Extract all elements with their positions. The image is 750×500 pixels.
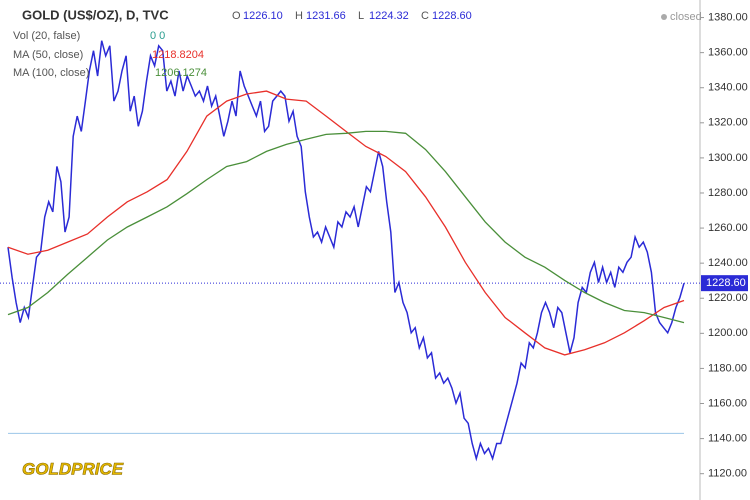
y-tick-label: 1320.00 bbox=[708, 117, 748, 129]
status: closed bbox=[670, 11, 702, 23]
series-line bbox=[7, 130, 685, 324]
series-line bbox=[7, 90, 685, 356]
logo: GOLDPRICE bbox=[22, 459, 124, 478]
y-tick-label: 1180.00 bbox=[708, 362, 747, 374]
y-tick-label: 1140.00 bbox=[708, 433, 747, 445]
ohlc-value: 1228.60 bbox=[432, 10, 472, 22]
ohlc-label: H bbox=[295, 10, 303, 22]
ohlc-value: 1224.32 bbox=[369, 10, 409, 22]
indicator-value: 0 0 bbox=[150, 30, 165, 42]
symbol: GOLD (US$/OZ), D, TVC bbox=[22, 7, 169, 22]
status-dot bbox=[661, 14, 667, 20]
ohlc-value: 1231.66 bbox=[306, 10, 346, 22]
indicator-name: Vol (20, false) bbox=[13, 30, 80, 42]
ohlc-label: O bbox=[232, 10, 241, 22]
last-price-label: 1228.60 bbox=[706, 277, 746, 289]
y-tick-label: 1160.00 bbox=[708, 397, 747, 409]
y-tick-label: 1220.00 bbox=[708, 292, 748, 304]
ohlc-value: 1226.10 bbox=[243, 10, 283, 22]
ohlc-label: C bbox=[421, 10, 429, 22]
y-tick-label: 1120.00 bbox=[708, 468, 747, 480]
legend-name: MA (100, close) bbox=[13, 67, 89, 79]
y-tick-label: 1380.00 bbox=[708, 11, 748, 23]
y-tick-label: 1340.00 bbox=[708, 82, 748, 94]
y-tick-label: 1240.00 bbox=[708, 257, 748, 269]
last-price-tag bbox=[701, 275, 748, 292]
y-tick-label: 1200.00 bbox=[708, 327, 748, 339]
y-tick-label: 1260.00 bbox=[708, 222, 748, 234]
legend-value: 1218.8204 bbox=[152, 49, 204, 61]
y-tick-label: 1300.00 bbox=[708, 152, 748, 164]
y-tick-label: 1360.00 bbox=[708, 47, 748, 59]
legend-value: 1206.1274 bbox=[155, 67, 207, 79]
ohlc-label: L bbox=[358, 10, 364, 22]
legend-name: MA (50, close) bbox=[13, 49, 83, 61]
y-tick-label: 1280.00 bbox=[708, 187, 748, 199]
series-line bbox=[7, 40, 685, 462]
